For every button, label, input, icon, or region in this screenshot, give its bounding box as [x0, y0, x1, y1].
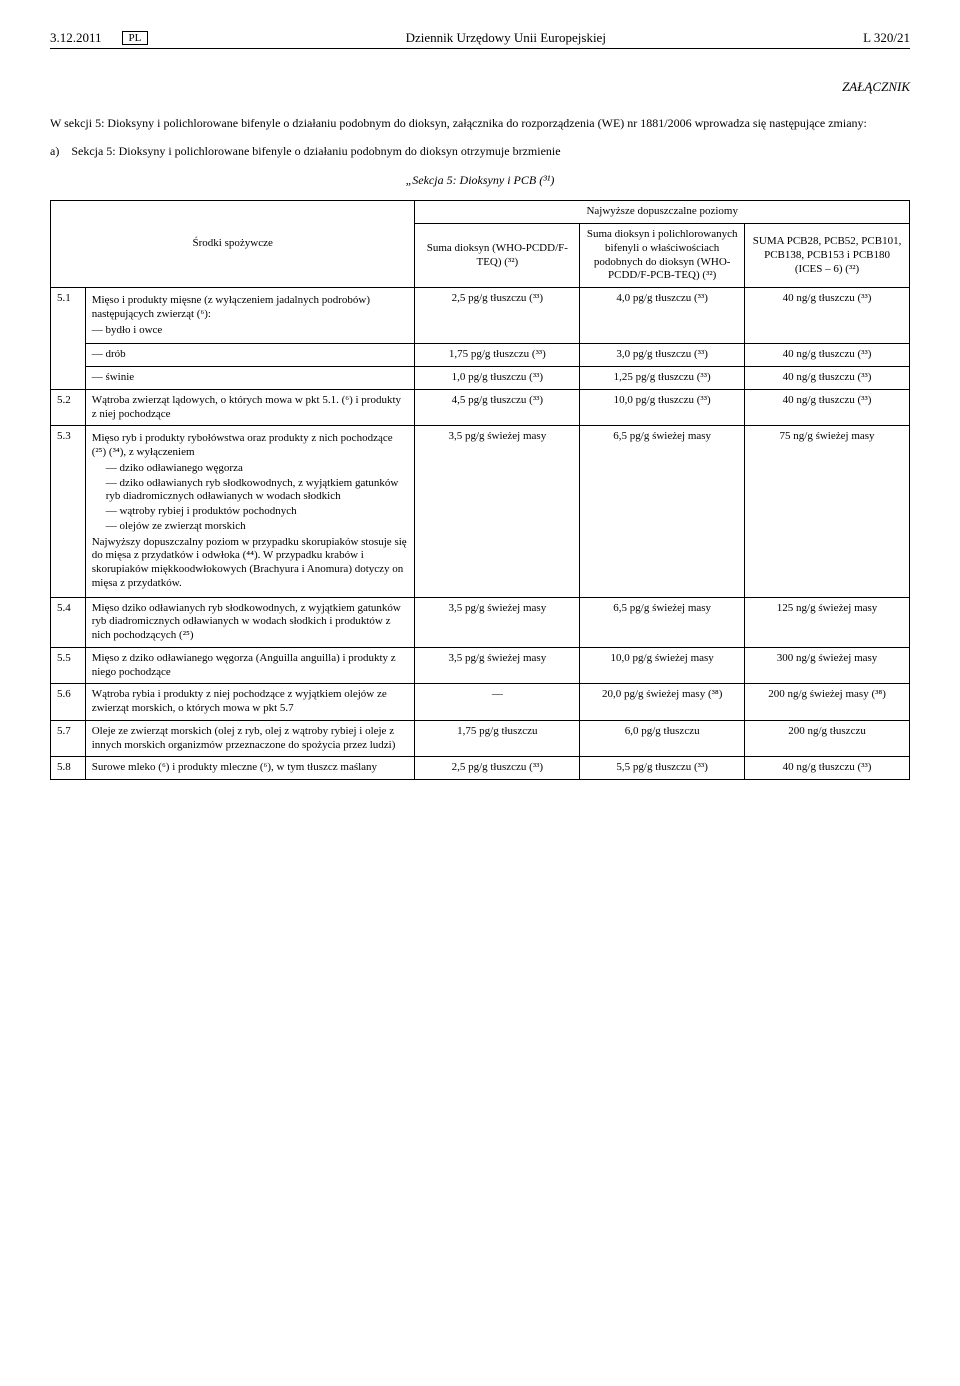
table-row: 5.1Mięso i produkty mięsne (z wyłączenie… — [51, 288, 910, 344]
table-row: — świnie1,0 pg/g tłuszczu (³³)1,25 pg/g … — [51, 367, 910, 390]
table-row: 5.3Mięso ryb i produkty rybołówstwa oraz… — [51, 426, 910, 597]
cell-b: 10,0 pg/g świeżej masy — [580, 647, 745, 684]
header-lang: PL — [122, 31, 149, 45]
cell-b: 10,0 pg/g tłuszczu (³³) — [580, 389, 745, 426]
food-sub: — bydło i owce — [92, 324, 409, 338]
row-food: Oleje ze zwierząt morskich (olej z ryb, … — [85, 720, 415, 757]
cell-a: 3,5 pg/g świeżej masy — [415, 647, 580, 684]
row-num: 5.3 — [51, 426, 86, 597]
cell-c: 75 ng/g świeżej masy — [745, 426, 910, 597]
th-top: Najwyższe dopuszczalne poziomy — [415, 201, 910, 224]
cell-b: 1,25 pg/g tłuszczu (³³) — [580, 367, 745, 390]
row-food: Mięso dziko odławianych ryb słodkowodnyc… — [85, 597, 415, 647]
cell-b: 6,5 pg/g świeżej masy — [580, 597, 745, 647]
table-row: 5.6Wątroba rybia i produkty z niej pocho… — [51, 684, 910, 721]
list-item: — wątroby rybiej i produktów pochodnych — [106, 505, 409, 519]
cell-a: 4,5 pg/g tłuszczu (³³) — [415, 389, 580, 426]
cell-b: 20,0 pg/g świeżej masy (³⁸) — [580, 684, 745, 721]
cell-a: 3,5 pg/g świeżej masy — [415, 426, 580, 597]
cell-c: 200 ng/g świeżej masy (³⁸) — [745, 684, 910, 721]
row-food: Mięso ryb i produkty rybołówstwa oraz pr… — [85, 426, 415, 597]
cell-b: 3,0 pg/g tłuszczu (³³) — [580, 344, 745, 367]
cell-c: 125 ng/g świeżej masy — [745, 597, 910, 647]
food-exclusions: — dziko odławianego węgorza— dziko odław… — [106, 462, 409, 534]
cell-a: 1,0 pg/g tłuszczu (³³) — [415, 367, 580, 390]
section-5-title: „Sekcja 5: Dioksyny i PCB (³¹) — [50, 173, 910, 188]
header-date: 3.12.2011 — [50, 30, 102, 46]
row-num: 5.8 — [51, 757, 86, 780]
list-item: — dziko odławianego węgorza — [106, 462, 409, 476]
cell-c: 40 ng/g tłuszczu (³³) — [745, 344, 910, 367]
table-row: 5.8Surowe mleko (⁶) i produkty mleczne (… — [51, 757, 910, 780]
row-food: — drób — [85, 344, 415, 367]
cell-a: — — [415, 684, 580, 721]
cell-c: 200 ng/g tłuszczu — [745, 720, 910, 757]
table-row: 5.4Mięso dziko odławianych ryb słodkowod… — [51, 597, 910, 647]
list-item: — dziko odławianych ryb słodkowodnych, z… — [106, 477, 409, 505]
cell-c: 40 ng/g tłuszczu (³³) — [745, 367, 910, 390]
sub-intro-a: a) Sekcja 5: Dioksyny i polichlorowane b… — [50, 143, 910, 159]
table-row: 5.7Oleje ze zwierząt morskich (olej z ry… — [51, 720, 910, 757]
row-num: 5.7 — [51, 720, 86, 757]
th-food: Środki spożywcze — [51, 201, 415, 288]
row-food: Surowe mleko (⁶) i produkty mleczne (⁶),… — [85, 757, 415, 780]
row-num: 5.1 — [51, 288, 86, 390]
th-col-c: SUMA PCB28, PCB52, PCB101, PCB138, PCB15… — [745, 224, 910, 288]
annex-heading: ZAŁĄCZNIK — [50, 79, 910, 95]
limits-table: Środki spożywcze Najwyższe dopuszczalne … — [50, 200, 910, 780]
food-lead: Mięso ryb i produkty rybołówstwa oraz pr… — [92, 432, 409, 460]
row-num: 5.2 — [51, 389, 86, 426]
row-food: Wątroba zwierząt lądowych, o których mow… — [85, 389, 415, 426]
cell-b: 4,0 pg/g tłuszczu (³³) — [580, 288, 745, 344]
row-food: Mięso z dziko odławianego węgorza (Angui… — [85, 647, 415, 684]
row-num: 5.6 — [51, 684, 86, 721]
cell-c: 40 ng/g tłuszczu (³³) — [745, 288, 910, 344]
row-food: Wątroba rybia i produkty z niej pochodzą… — [85, 684, 415, 721]
cell-a: 1,75 pg/g tłuszczu — [415, 720, 580, 757]
header-page: L 320/21 — [863, 30, 910, 46]
row-num: 5.5 — [51, 647, 86, 684]
food-tail: Najwyższy dopuszczalny poziom w przypadk… — [92, 536, 409, 591]
cell-a: 3,5 pg/g świeżej masy — [415, 597, 580, 647]
page-header: 3.12.2011 PL Dziennik Urzędowy Unii Euro… — [50, 30, 910, 49]
cell-b: 6,5 pg/g świeżej masy — [580, 426, 745, 597]
row-num: 5.4 — [51, 597, 86, 647]
table-row: — drób1,75 pg/g tłuszczu (³³)3,0 pg/g tł… — [51, 344, 910, 367]
th-col-a: Suma dioksyn (WHO-PCDD/F-TEQ) (³²) — [415, 224, 580, 288]
cell-b: 6,0 pg/g tłuszczu — [580, 720, 745, 757]
list-item: — olejów ze zwierząt morskich — [106, 520, 409, 534]
row-food: — świnie — [85, 367, 415, 390]
cell-c: 40 ng/g tłuszczu (³³) — [745, 757, 910, 780]
cell-a: 1,75 pg/g tłuszczu (³³) — [415, 344, 580, 367]
header-title: Dziennik Urzędowy Unii Europejskiej — [148, 30, 863, 46]
cell-c: 300 ng/g świeżej masy — [745, 647, 910, 684]
row-food: Mięso i produkty mięsne (z wyłączeniem j… — [85, 288, 415, 344]
table-row: 5.2Wątroba zwierząt lądowych, o których … — [51, 389, 910, 426]
intro-paragraph: W sekcji 5: Dioksyny i polichlorowane bi… — [50, 115, 910, 131]
table-row: 5.5Mięso z dziko odławianego węgorza (An… — [51, 647, 910, 684]
cell-a: 2,5 pg/g tłuszczu (³³) — [415, 288, 580, 344]
cell-b: 5,5 pg/g tłuszczu (³³) — [580, 757, 745, 780]
th-col-b: Suma dioksyn i polichlorowanych bifenyli… — [580, 224, 745, 288]
food-lead: Mięso i produkty mięsne (z wyłączeniem j… — [92, 294, 409, 322]
cell-a: 2,5 pg/g tłuszczu (³³) — [415, 757, 580, 780]
cell-c: 40 ng/g tłuszczu (³³) — [745, 389, 910, 426]
